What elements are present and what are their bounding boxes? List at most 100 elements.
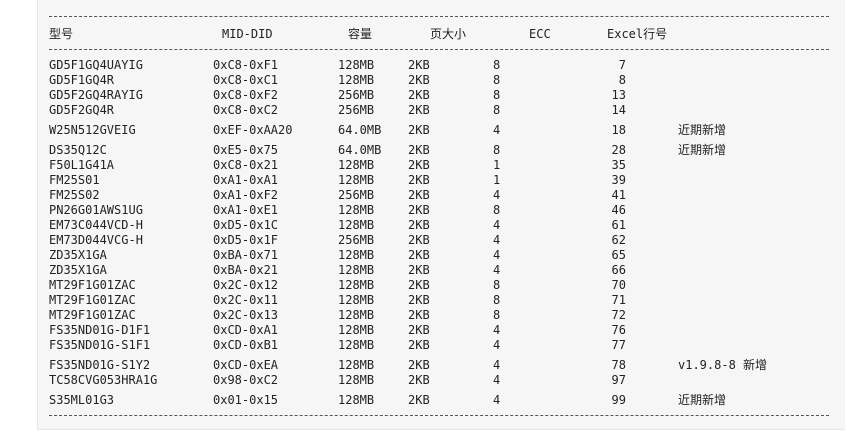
ecc-cell: 8 <box>493 143 501 157</box>
capacity-cell: 128MB <box>338 338 375 352</box>
ecc-cell: 1 <box>493 158 501 172</box>
mid-did-cell: 0xCD-0xB1 <box>213 338 279 352</box>
code-block: 型号 MID-DID 容量 页大小 ECC Excel行号 GD5F1GQ4UA… <box>37 0 845 430</box>
model-cell: ZD35X1GA <box>49 263 107 277</box>
ecc-cell: 4 <box>493 338 501 352</box>
mid-did-cell: 0x01-0x15 <box>213 393 279 407</box>
excel-line-cell: 46 <box>611 203 626 217</box>
excel-line-cell: 62 <box>611 233 626 247</box>
ecc-cell: 4 <box>493 373 501 387</box>
capacity-cell: 128MB <box>338 323 375 337</box>
model-cell: S35ML01G3 <box>49 393 115 407</box>
page-size-cell: 2KB <box>408 158 430 172</box>
header-model: 型号 <box>49 27 74 41</box>
capacity-cell: 128MB <box>338 263 375 277</box>
mid-did-cell: 0xD5-0x1C <box>213 218 279 232</box>
model-cell: GD5F2GQ4R <box>49 103 115 117</box>
excel-line-cell: 70 <box>611 278 626 292</box>
page-size-cell: 2KB <box>408 73 430 87</box>
capacity-cell: 128MB <box>338 373 375 387</box>
ecc-cell: 4 <box>493 263 501 277</box>
mid-did-cell: 0x2C-0x13 <box>213 308 279 322</box>
note-cell: 近期新增 <box>678 143 727 157</box>
model-cell: F50L1G41A <box>49 158 115 172</box>
excel-line-cell: 77 <box>611 338 626 352</box>
page-size-cell: 2KB <box>408 373 430 387</box>
excel-line-cell: 97 <box>611 373 626 387</box>
mid-did-cell: 0xEF-0xAA20 <box>213 123 293 137</box>
ecc-cell: 4 <box>493 188 501 202</box>
excel-line-cell: 14 <box>611 103 626 117</box>
mid-did-cell: 0xCD-0xEA <box>213 358 279 372</box>
capacity-cell: 64.0MB <box>338 143 382 157</box>
excel-line-cell: 71 <box>611 293 626 307</box>
note-cell: v1.9.8-8 新增 <box>678 358 768 372</box>
model-cell: EM73D044VCG-H <box>49 233 143 247</box>
excel-line-cell: 78 <box>611 358 626 372</box>
excel-line-cell: 18 <box>611 123 626 137</box>
ecc-cell: 8 <box>493 293 501 307</box>
mid-did-cell: 0xA1-0xE1 <box>213 203 279 217</box>
mid-did-cell: 0xCD-0xA1 <box>213 323 279 337</box>
model-cell: GD5F2GQ4RAYIG <box>49 88 143 102</box>
excel-line-cell: 39 <box>611 173 626 187</box>
model-cell: FM25S02 <box>49 188 100 202</box>
page-size-cell: 2KB <box>408 393 430 407</box>
page-size-cell: 2KB <box>408 58 430 72</box>
ecc-cell: 4 <box>493 393 501 407</box>
model-cell: TC58CVG053HRA1G <box>49 373 158 387</box>
capacity-cell: 128MB <box>338 58 375 72</box>
mid-did-cell: 0xC8-0xC2 <box>213 103 279 117</box>
page-size-cell: 2KB <box>408 263 430 277</box>
mid-did-cell: 0xC8-0xF2 <box>213 88 279 102</box>
excel-line-cell: 76 <box>611 323 626 337</box>
ecc-cell: 8 <box>493 103 501 117</box>
capacity-cell: 128MB <box>338 218 375 232</box>
excel-line-cell: 72 <box>611 308 626 322</box>
capacity-cell: 256MB <box>338 88 375 102</box>
mid-did-cell: 0x2C-0x11 <box>213 293 279 307</box>
capacity-cell: 128MB <box>338 358 375 372</box>
ecc-cell: 8 <box>493 73 501 87</box>
page-size-cell: 2KB <box>408 293 430 307</box>
header-mid-did: MID-DID <box>222 27 273 41</box>
excel-line-cell: 41 <box>611 188 626 202</box>
page-size-cell: 2KB <box>408 123 430 137</box>
model-cell: ZD35X1GA <box>49 248 107 262</box>
header-page-size: 页大小 <box>430 27 467 41</box>
page-size-cell: 2KB <box>408 358 430 372</box>
capacity-cell: 128MB <box>338 308 375 322</box>
ecc-cell: 4 <box>493 123 501 137</box>
mid-did-cell: 0xA1-0xA1 <box>213 173 279 187</box>
model-cell: GD5F1GQ4UAYIG <box>49 58 143 72</box>
capacity-cell: 256MB <box>338 103 375 117</box>
mid-did-cell: 0x2C-0x12 <box>213 278 279 292</box>
capacity-cell: 128MB <box>338 173 375 187</box>
page-size-cell: 2KB <box>408 218 430 232</box>
capacity-cell: 128MB <box>338 73 375 87</box>
mid-did-cell: 0xBA-0x71 <box>213 248 279 262</box>
note-cell: 近期新增 <box>678 393 727 407</box>
model-cell: EM73C044VCD-H <box>49 218 143 232</box>
capacity-cell: 64.0MB <box>338 123 382 137</box>
model-cell: FM25S01 <box>49 173 100 187</box>
excel-line-cell: 65 <box>611 248 626 262</box>
dashed-rule-bottom <box>49 415 829 416</box>
header-excel-line: Excel行号 <box>607 27 668 41</box>
ecc-cell: 4 <box>493 218 501 232</box>
excel-line-cell: 66 <box>611 263 626 277</box>
ecc-cell: 4 <box>493 233 501 247</box>
page-size-cell: 2KB <box>408 88 430 102</box>
mid-did-cell: 0xC8-0x21 <box>213 158 279 172</box>
capacity-cell: 128MB <box>338 248 375 262</box>
capacity-cell: 128MB <box>338 293 375 307</box>
mid-did-cell: 0xC8-0xC1 <box>213 73 279 87</box>
ecc-cell: 4 <box>493 358 501 372</box>
model-cell: FS35ND01G-S1F1 <box>49 338 151 352</box>
model-cell: MT29F1G01ZAC <box>49 308 136 322</box>
page-size-cell: 2KB <box>408 338 430 352</box>
model-cell: FS35ND01G-S1Y2 <box>49 358 151 372</box>
page-size-cell: 2KB <box>408 173 430 187</box>
header-ecc: ECC <box>529 27 551 41</box>
page-size-cell: 2KB <box>408 233 430 247</box>
